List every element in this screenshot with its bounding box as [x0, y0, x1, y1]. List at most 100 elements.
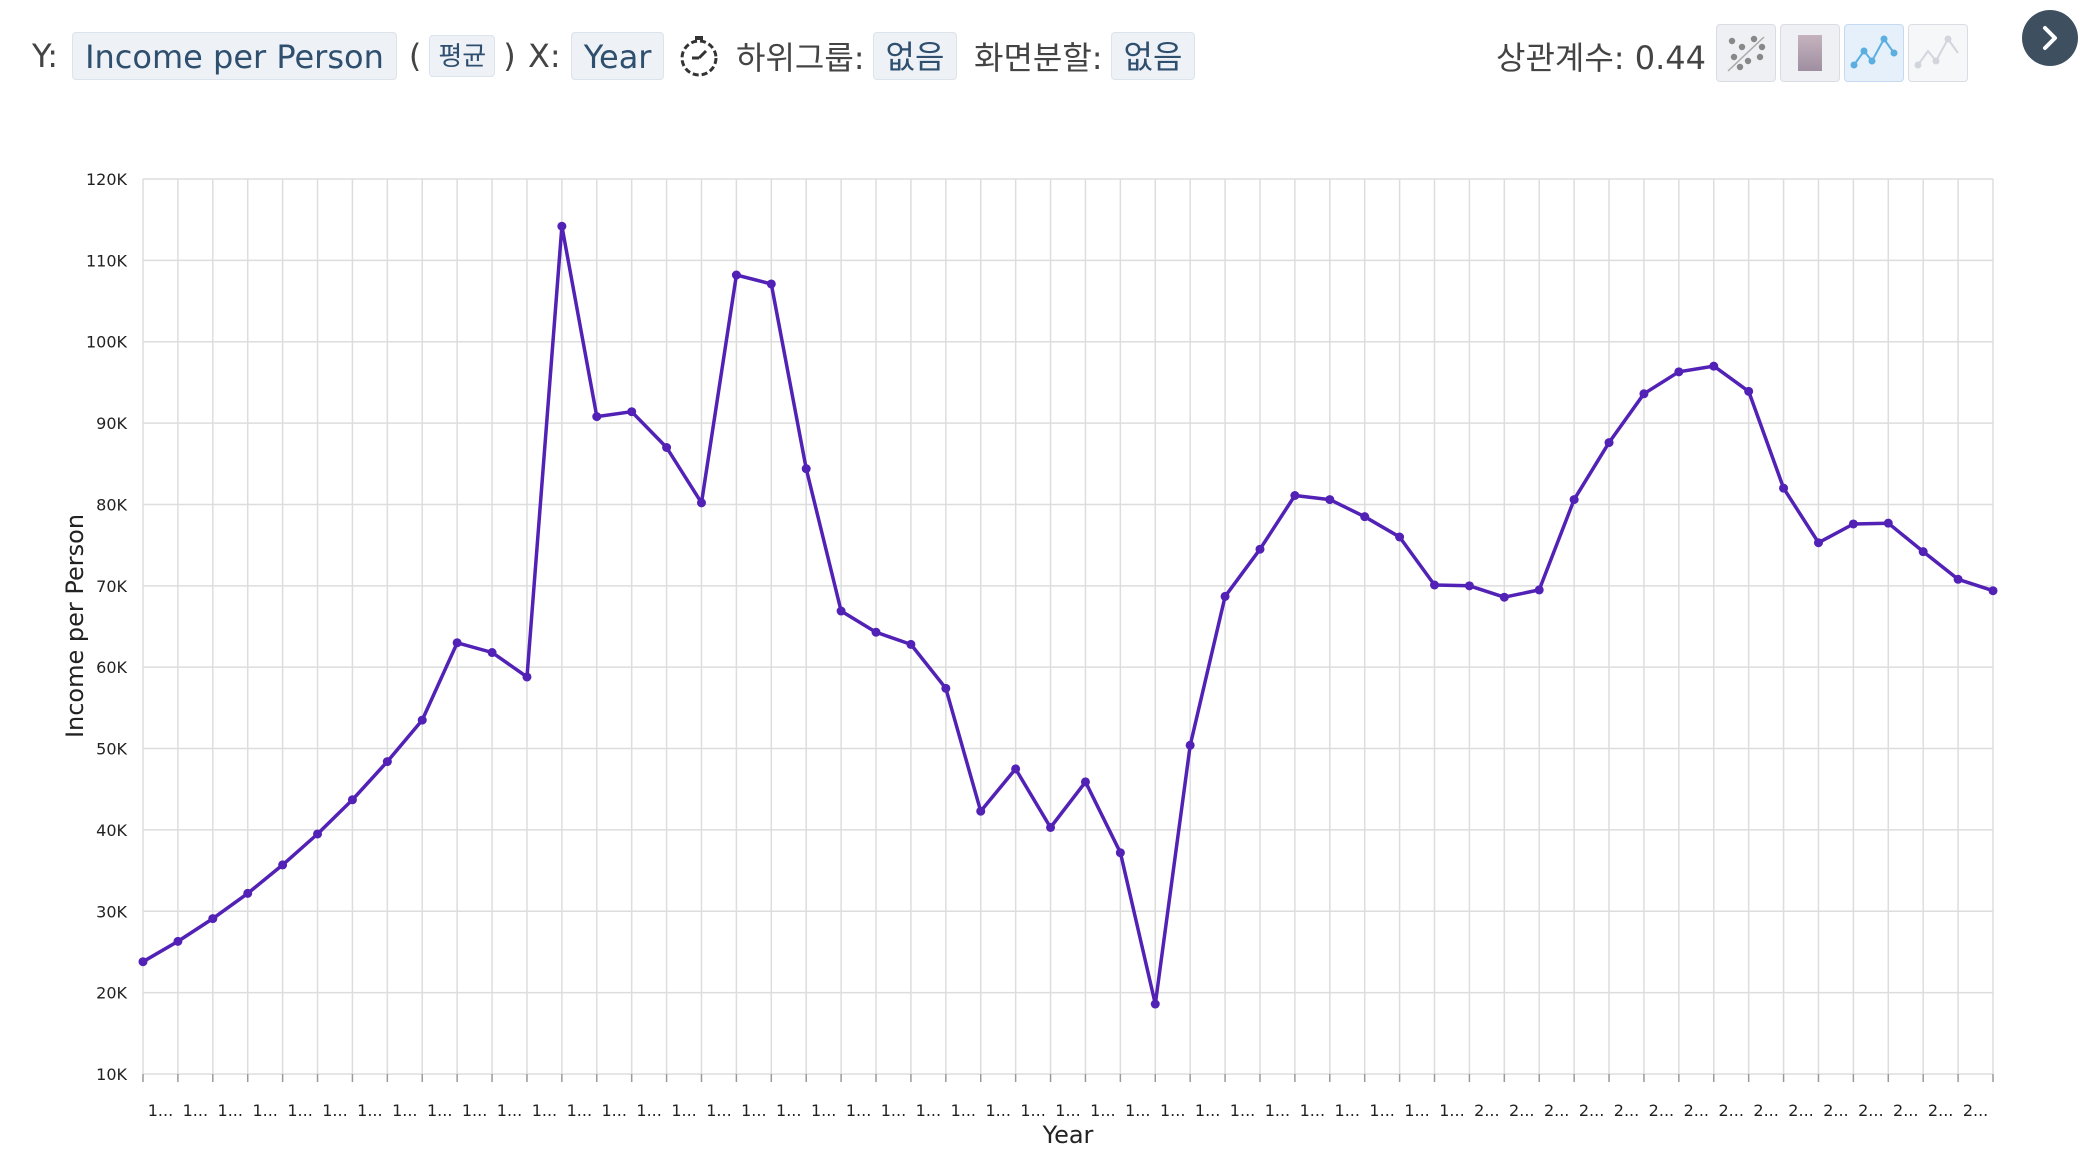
data-point[interactable] — [1779, 483, 1789, 493]
data-point[interactable] — [347, 795, 357, 805]
data-point[interactable] — [1220, 591, 1230, 601]
y-tick-label: 60K — [96, 658, 127, 677]
x-tick-label: 1... — [392, 1101, 417, 1120]
data-point[interactable] — [766, 279, 776, 289]
data-point[interactable] — [1883, 518, 1893, 528]
series-line — [142, 224, 1994, 1006]
data-point[interactable] — [557, 221, 567, 231]
x-tick-label: 2... — [1718, 1101, 1743, 1120]
x-tick-label: 1... — [846, 1101, 871, 1120]
data-point[interactable] — [1569, 495, 1579, 505]
x-tick-label: 1... — [1055, 1101, 1080, 1120]
x-tick-label: 1... — [218, 1101, 243, 1120]
x-tick-label: 1... — [951, 1101, 976, 1120]
data-point[interactable] — [627, 407, 637, 417]
y-tick-label: 20K — [96, 984, 127, 1003]
y-tick-label: 90K — [96, 414, 127, 433]
data-point[interactable] — [662, 443, 672, 452]
data-point[interactable] — [1464, 581, 1474, 591]
correlation-display: 상관계수: 0.44 — [1496, 30, 1706, 82]
data-point[interactable] — [1115, 848, 1125, 858]
data-point[interactable] — [1744, 386, 1754, 396]
data-point[interactable] — [1325, 495, 1335, 505]
x-tick-label: 1... — [462, 1101, 487, 1120]
split-view-selector: 화면분할: 없음 — [974, 30, 1196, 82]
data-point[interactable] — [1499, 592, 1509, 602]
data-point[interactable] — [1046, 822, 1056, 832]
data-point[interactable] — [1360, 512, 1370, 522]
data-point[interactable] — [138, 957, 148, 967]
x-tick-label: 1... — [287, 1101, 312, 1120]
data-point[interactable] — [696, 498, 706, 508]
x-tick-label: 1... — [322, 1101, 347, 1120]
data-point[interactable] — [522, 672, 532, 682]
x-tick-label: 1... — [1404, 1101, 1429, 1120]
data-point[interactable] — [941, 683, 951, 693]
data-point[interactable] — [906, 639, 916, 649]
data-point[interactable] — [313, 829, 323, 839]
split-view-label: 화면분할: — [974, 39, 1103, 77]
data-point[interactable] — [1430, 580, 1440, 590]
heatmap-button[interactable] — [1780, 24, 1840, 82]
data-point[interactable] — [1988, 586, 1998, 596]
x-tick-label: 1... — [148, 1101, 173, 1120]
scatter-plot-button[interactable] — [1716, 24, 1776, 82]
data-point[interactable] — [976, 806, 986, 816]
y-tick-label: 30K — [96, 902, 127, 921]
x-tick-label: 1... — [1125, 1101, 1150, 1120]
data-point[interactable] — [417, 715, 427, 725]
x-tick-label: 2... — [1649, 1101, 1674, 1120]
x-tick-label: 1... — [776, 1101, 801, 1120]
data-point[interactable] — [871, 627, 881, 637]
data-point[interactable] — [1534, 585, 1544, 595]
x-tick-label: 1... — [881, 1101, 906, 1120]
heatmap-icon — [1798, 35, 1822, 71]
data-point[interactable] — [1604, 438, 1614, 448]
x-axis-field-dropdown[interactable]: Year — [570, 32, 665, 80]
data-point[interactable] — [1918, 547, 1928, 557]
timer-icon[interactable] — [676, 33, 722, 79]
subgroup-dropdown[interactable]: 없음 — [872, 32, 958, 80]
y-axis-ticks: 10K 20K 30K 40K 50K 60K 70K 80K 90K 100K 110K 120K — [86, 170, 128, 1084]
data-point[interactable] — [1150, 999, 1160, 1009]
data-point[interactable] — [1813, 538, 1823, 548]
data-point[interactable] — [1709, 361, 1719, 371]
data-point[interactable] — [1639, 389, 1649, 399]
x-tick-label: 1... — [741, 1101, 766, 1120]
aggregation-dropdown[interactable]: 평균 — [429, 35, 496, 77]
data-point[interactable] — [487, 648, 497, 658]
x-axis-ticks: 1... 1... 1... 1... 1... 1... 1... 1... 1... 1...… — [142, 1074, 1994, 1120]
x-tick-label: 1... — [1369, 1101, 1394, 1120]
y-tick-label: 100K — [86, 333, 128, 352]
data-point[interactable] — [801, 464, 811, 474]
data-point[interactable] — [1255, 544, 1265, 554]
data-point[interactable] — [1080, 777, 1090, 787]
x-tick-label: 2... — [1579, 1101, 1604, 1120]
data-point[interactable] — [1011, 764, 1021, 774]
x-tick-label: 1... — [1439, 1101, 1464, 1120]
income-line-chart: 10K20K30K40K50K60K70K80K90K100K110K120K … — [61, 170, 1998, 1149]
data-point[interactable] — [1395, 532, 1405, 542]
data-point[interactable] — [173, 936, 183, 946]
data-point[interactable] — [452, 638, 462, 648]
data-point[interactable] — [1674, 367, 1684, 377]
data-point[interactable] — [208, 914, 218, 924]
data-point[interactable] — [836, 606, 846, 616]
data-point[interactable] — [1848, 519, 1858, 529]
data-point[interactable] — [278, 860, 288, 870]
data-point[interactable] — [1290, 491, 1300, 501]
data-point[interactable] — [382, 757, 392, 767]
next-panel-button[interactable] — [2022, 10, 2078, 66]
data-point[interactable] — [592, 412, 602, 422]
data-point[interactable] — [243, 888, 253, 898]
line-chart-button[interactable] — [1844, 24, 1904, 82]
data-point[interactable] — [1185, 740, 1195, 750]
y-axis-field-dropdown[interactable]: Income per Person — [72, 32, 397, 80]
data-point[interactable] — [731, 270, 741, 280]
split-view-dropdown[interactable]: 없음 — [1110, 32, 1196, 80]
x-tick-label: 1... — [1090, 1101, 1115, 1120]
data-point[interactable] — [1953, 574, 1963, 584]
y-tick-label: 70K — [96, 577, 127, 596]
smooth-line-button[interactable] — [1908, 24, 1968, 82]
correlation-text: 상관계수: 0.44 — [1496, 39, 1706, 77]
